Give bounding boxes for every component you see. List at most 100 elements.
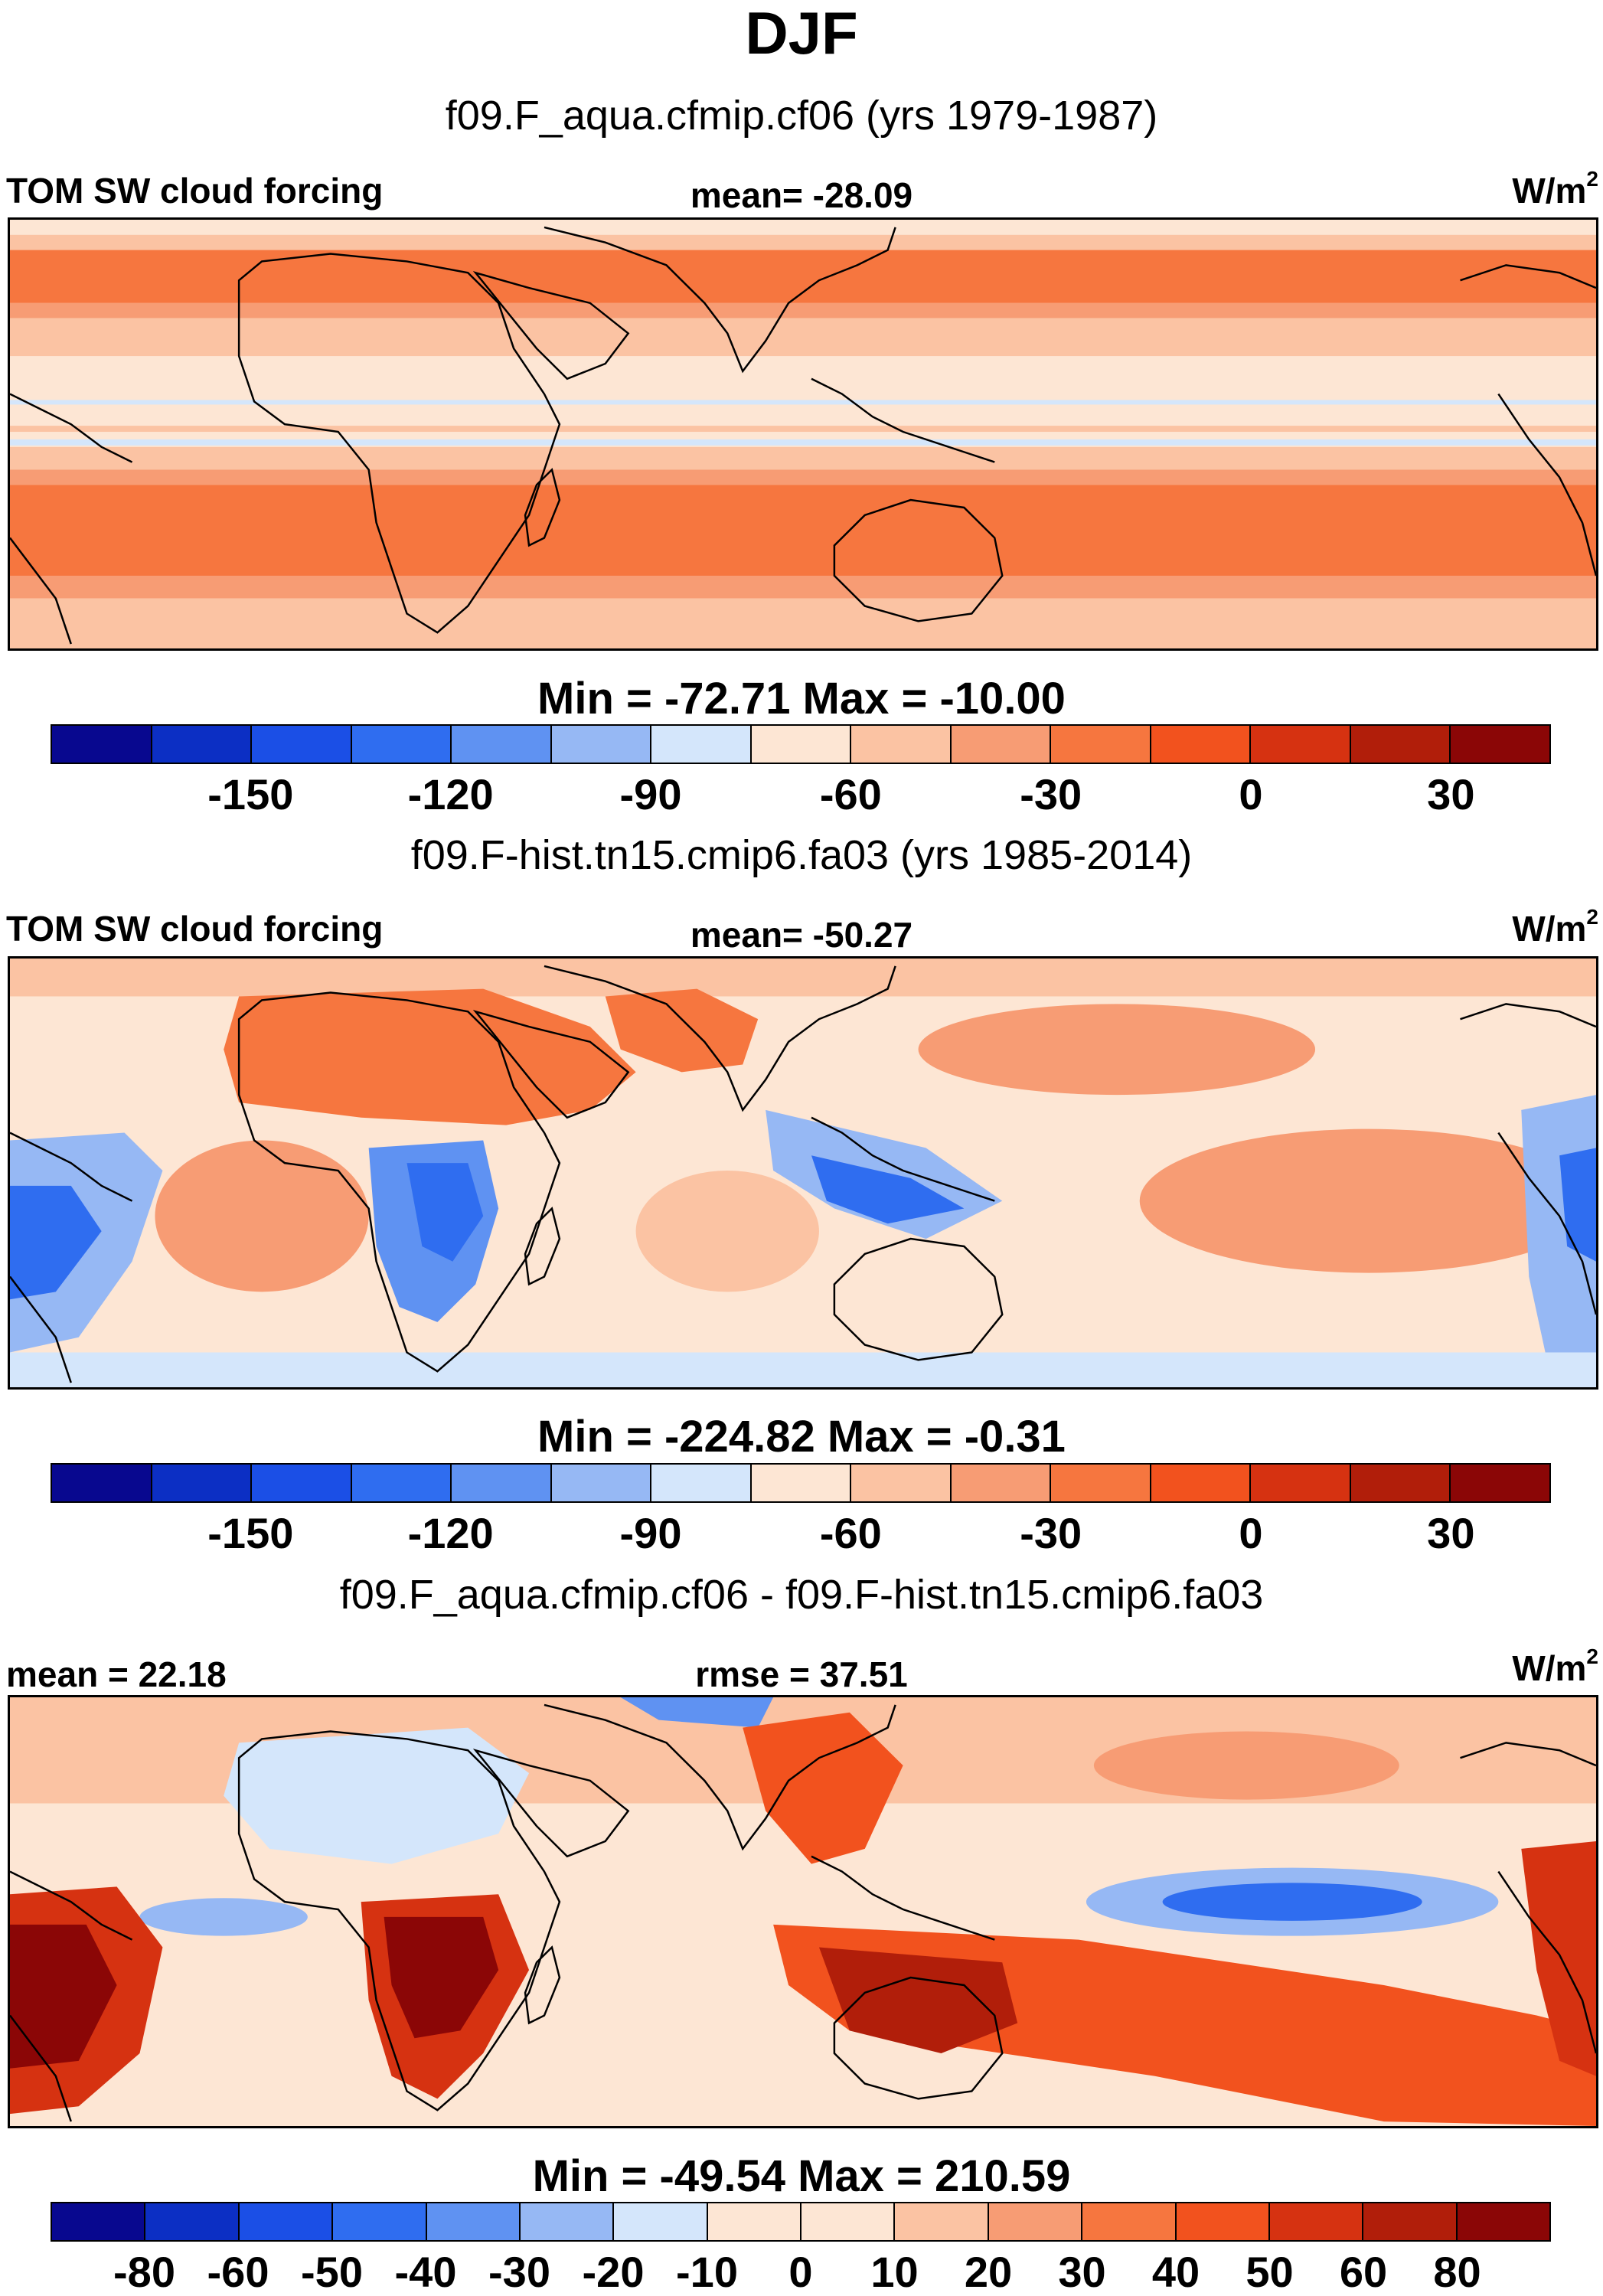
panel1-band [10,485,1596,576]
panel2-region [224,988,636,1125]
colorbar-tick-label: 30 [1058,2248,1106,2296]
panel1-band [10,426,1596,433]
colorbar-box [351,1465,452,1501]
colorbar-tick-label: -60 [819,1509,882,1557]
colorbar-box [1176,2203,1270,2240]
panel3-region [224,1727,530,1864]
colorbar-tick-label: -80 [113,2248,175,2296]
panel3-region [743,1712,903,1864]
colorbar-box [145,2203,240,2240]
panel2-mean-label: mean= -50.27 [690,915,913,955]
colorbar-box [1350,1465,1451,1501]
panel2-region [155,1140,369,1292]
colorbar-tick-label: -120 [407,1509,494,1557]
colorbar-tick-label: -90 [619,770,682,818]
panel1-band [10,400,1596,405]
colorbar-box [1082,2203,1177,2240]
panel2-region [10,1352,1596,1387]
colorbar-box [426,2203,521,2240]
colorbar-box [851,1465,952,1501]
panel1-mean-label: mean= -28.09 [690,175,913,215]
colorbar-box [988,2203,1083,2240]
colorbar-box [551,1465,652,1501]
colorbar-tick-label: 40 [1151,2248,1200,2296]
colorbar-tick-label: 0 [788,2248,813,2296]
panel1-band [10,250,1596,303]
panel3-map-svg [10,1697,1596,2126]
panel1-map [8,217,1598,651]
panel1-band [10,469,1596,485]
panel3-rmse-label: rmse = 37.51 [695,1654,908,1694]
colorbar-box [895,2203,989,2240]
colorbar-tick-label: 10 [870,2248,919,2296]
panel3-colorbar [51,2202,1551,2242]
colorbar-tick-label: 60 [1339,2248,1388,2296]
colorbar-box [52,726,152,763]
panel3-region [1093,1731,1399,1800]
colorbar-box [1051,726,1151,763]
colorbar-box [252,726,352,763]
colorbar-tick-label: -50 [301,2248,363,2296]
panel3-case-title: f09.F_aqua.cfmip.cf06 - f09.F-hist.tn15.… [339,1572,1264,1618]
panel2-region [605,988,759,1073]
panel3-region [139,1898,308,1936]
panel3-coastlines [10,1703,1596,2122]
colorbar-box [851,726,952,763]
colorbar-tick-label: 50 [1246,2248,1294,2296]
panel1-band [10,302,1596,318]
colorbar-box [452,726,552,763]
panel2-region [811,1155,965,1224]
panel3-colorbar-ticks: -80 -60 -50 -40 -30 -20 -10 0 10 20 30 40 50 60 80 [0,2251,1603,2294]
panel1-band [10,439,1596,446]
panel3-region [10,1924,117,2069]
colorbar-tick-label: 0 [1239,770,1263,818]
colorbar-box [1251,726,1351,763]
panel2-region [1139,1128,1596,1273]
colorbar-tick-label: 30 [1427,1509,1475,1557]
panel1-band [10,318,1596,357]
colorbar-box [520,2203,615,2240]
panel3-region [384,1916,499,2039]
colorbar-tick-label: -30 [1020,1509,1082,1557]
panel3-region [1521,1840,1596,2076]
colorbar-box [252,1465,352,1501]
colorbar-tick-label: 20 [964,2248,1013,2296]
panel3-region [1162,1883,1422,1921]
panel1-case-title: f09.F_aqua.cfmip.cf06 (yrs 1979-1987) [445,93,1158,139]
colorbar-box [351,726,452,763]
panel1-colorbar-ticks: -150 -120 -90 -60 -30 0 30 [0,773,1603,819]
colorbar-box [614,2203,708,2240]
colorbar-box [751,1465,852,1501]
colorbar-box [751,726,852,763]
panel3-map [8,1695,1598,2128]
panel2-map-svg [10,959,1596,1387]
colorbar-box [452,1465,552,1501]
colorbar-box [651,1465,752,1501]
colorbar-box [52,1465,152,1501]
colorbar-tick-label: -30 [488,2248,550,2296]
panel2-minmax: Min = -224.82 Max = -0.31 [537,1412,1066,1462]
panel3-mean-label: mean = 22.18 [6,1654,227,1694]
panel1-band [10,576,1596,599]
panel2-colorbar-ticks: -150 -120 -90 -60 -30 0 30 [0,1512,1603,1558]
colorbar-box [951,726,1052,763]
colorbar-box [802,2203,896,2240]
colorbar-box [1350,726,1451,763]
panel2-region [10,959,1596,997]
colorbar-box [239,2203,334,2240]
panel2-region [10,1185,102,1300]
panel2-units-label: W/m2 [1512,905,1598,949]
panel1-band [10,598,1596,648]
colorbar-box [1269,2203,1364,2240]
colorbar-box [152,1465,253,1501]
colorbar-box [707,2203,802,2240]
colorbar-box [1151,726,1252,763]
panel1-band [10,234,1596,250]
panel2-field-label: TOM SW cloud forcing [6,909,384,949]
colorbar-tick-label: -20 [582,2248,645,2296]
colorbar-box [152,726,253,763]
colorbar-tick-label: -150 [207,770,294,818]
panel1-minmax: Min = -72.71 Max = -10.00 [537,674,1066,723]
panel1-map-svg [10,220,1596,648]
panel2-colorbar [51,1463,1551,1503]
